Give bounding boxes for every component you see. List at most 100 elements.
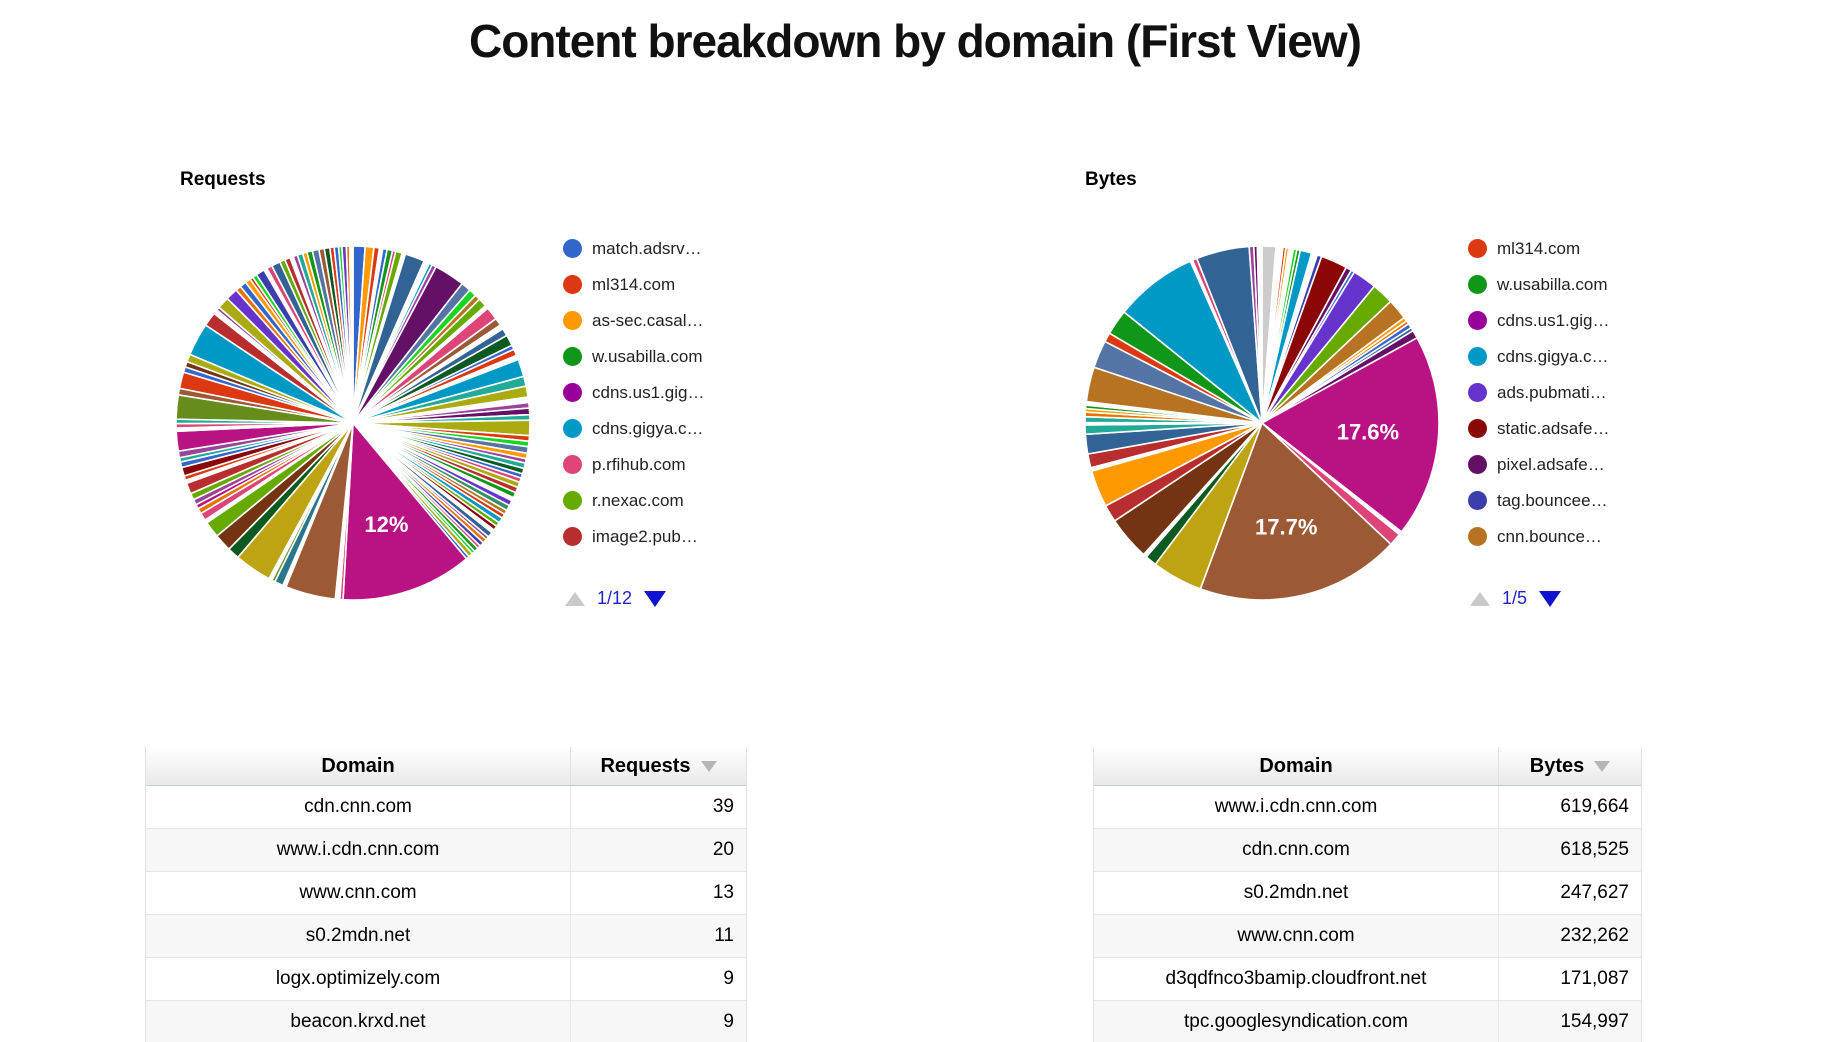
legend-item[interactable]: cdns.us1.gig… xyxy=(1468,309,1678,332)
value-cell: 171,087 xyxy=(1498,958,1641,1000)
domain-cell: cdn.cnn.com xyxy=(1242,839,1350,860)
legend-item[interactable]: cdns.us1.gig… xyxy=(563,381,773,404)
table-header-row: Domain Requests xyxy=(146,747,746,786)
value-cell: 9 xyxy=(570,1001,746,1042)
legend-item[interactable]: ml314.com xyxy=(563,273,773,296)
table-row: cdn.cnn.com 618,525 xyxy=(1094,829,1641,872)
pie-slice-label: 12% xyxy=(364,512,408,537)
legend-item[interactable]: cdns.gigya.c… xyxy=(1468,345,1678,368)
column-header-domain[interactable]: Domain xyxy=(1094,747,1498,785)
legend-item-label: tag.bouncee… xyxy=(1497,490,1608,510)
legend-item[interactable]: w.usabilla.com xyxy=(1468,273,1678,296)
column-header-label: Requests xyxy=(600,754,691,777)
legend-color-dot-icon xyxy=(1468,239,1487,258)
bytes-legend-pager: 1/5 xyxy=(1470,588,1562,609)
legend-color-dot-icon xyxy=(563,383,582,402)
legend-item-label: w.usabilla.com xyxy=(592,346,703,366)
legend-item-label: as-sec.casal… xyxy=(592,310,704,330)
legend-page-up-icon[interactable] xyxy=(1470,591,1490,606)
legend-item-label: static.adsafe… xyxy=(1497,418,1610,438)
domain-cell: s0.2mdn.net xyxy=(1243,882,1349,903)
legend-item-label: ml314.com xyxy=(592,274,676,294)
legend-item[interactable]: image2.pub… xyxy=(563,525,773,548)
value-cell: 20 xyxy=(570,829,746,871)
legend-color-dot-icon xyxy=(1468,275,1487,294)
legend-color-dot-icon xyxy=(1468,311,1487,330)
legend-item[interactable]: as-sec.casal… xyxy=(563,309,773,332)
value-cell: 154,997 xyxy=(1498,1001,1641,1042)
table-row: s0.2mdn.net 11 xyxy=(146,915,746,958)
legend-item[interactable]: ml314.com xyxy=(1468,237,1678,260)
domain-cell: logx.optimizely.com xyxy=(275,968,441,989)
bytes-legend: ml314.com w.usabilla.com cdns.us1.gig… cdns… xyxy=(1468,237,1678,561)
value-cell: 9 xyxy=(570,958,746,1000)
legend-color-dot-icon xyxy=(1468,527,1487,546)
column-header-domain[interactable]: Domain xyxy=(146,747,570,785)
legend-item[interactable]: match.adsrv… xyxy=(563,237,773,260)
legend-item[interactable]: cnn.bounce… xyxy=(1468,525,1678,548)
table-row: www.i.cdn.cnn.com 20 xyxy=(146,829,746,872)
legend-item[interactable]: p.rfihub.com xyxy=(563,453,773,476)
table-header-row: Domain Bytes xyxy=(1094,747,1641,786)
value-cell: 11 xyxy=(570,915,746,957)
legend-page-up-icon[interactable] xyxy=(565,591,585,606)
column-header-requests[interactable]: Requests xyxy=(570,747,746,785)
requests-table: Domain Requests cdn.cnn.com 39 www.i.cdn.cnn… xyxy=(145,747,747,1042)
legend-color-dot-icon xyxy=(563,491,582,510)
requests-chart-label: Requests xyxy=(180,169,266,190)
pie-slice[interactable] xyxy=(1199,421,1393,601)
domain-cell: beacon.krxd.net xyxy=(290,1011,426,1032)
domain-cell: tpc.googlesyndication.com xyxy=(1184,1011,1408,1032)
legend-item-label: cdns.gigya.c… xyxy=(1497,346,1609,366)
pie-slice[interactable] xyxy=(342,420,468,601)
legend-item[interactable]: r.nexac.com xyxy=(563,489,773,512)
pie-slice xyxy=(348,245,354,424)
legend-color-dot-icon xyxy=(563,527,582,546)
legend-item[interactable]: pixel.adsafe… xyxy=(1468,453,1678,476)
table-row: beacon.krxd.net 9 xyxy=(146,1001,746,1042)
legend-color-dot-icon xyxy=(1468,383,1487,402)
legend-page-label: 1/5 xyxy=(1502,588,1528,608)
legend-item-label: match.adsrv… xyxy=(592,238,702,258)
legend-color-dot-icon xyxy=(563,419,582,438)
value-cell: 618,525 xyxy=(1498,829,1641,871)
legend-item-label: cdns.us1.gig… xyxy=(1497,310,1610,330)
legend-item[interactable]: tag.bouncee… xyxy=(1468,489,1678,512)
legend-color-dot-icon xyxy=(563,275,582,294)
table-row: www.cnn.com 13 xyxy=(146,872,746,915)
column-header-label: Domain xyxy=(1259,754,1333,777)
value-cell: 619,664 xyxy=(1498,786,1641,828)
column-header-bytes[interactable]: Bytes xyxy=(1498,747,1641,785)
value-cell: 39 xyxy=(570,786,746,828)
requests-legend-pager: 1/12 xyxy=(565,588,667,609)
sort-desc-icon xyxy=(700,760,717,772)
sort-desc-icon xyxy=(1594,760,1611,772)
legend-item[interactable]: w.usabilla.com xyxy=(563,345,773,368)
table-row: logx.optimizely.com 9 xyxy=(146,958,746,1001)
column-header-label: Domain xyxy=(321,754,395,777)
pie-slice[interactable] xyxy=(1260,336,1440,534)
legend-item[interactable]: ads.pubmati… xyxy=(1468,381,1678,404)
domain-cell: www.i.cdn.cnn.com xyxy=(276,839,440,860)
legend-item-label: cdns.us1.gig… xyxy=(592,382,705,402)
table-row: s0.2mdn.net 247,627 xyxy=(1094,872,1641,915)
page-title: Content breakdown by domain (First View) xyxy=(468,15,1362,67)
legend-color-dot-icon xyxy=(1468,491,1487,510)
legend-color-dot-icon xyxy=(563,455,582,474)
legend-page-down-icon[interactable] xyxy=(644,590,667,607)
legend-item-label: ads.pubmati… xyxy=(1497,382,1607,402)
column-header-label: Bytes xyxy=(1529,754,1585,777)
legend-page-down-icon[interactable] xyxy=(1539,590,1562,607)
table-row: cdn.cnn.com 39 xyxy=(146,786,746,829)
pie-slice-label: 17.7% xyxy=(1255,514,1317,539)
legend-item[interactable]: static.adsafe… xyxy=(1468,417,1678,440)
domain-cell: www.cnn.com xyxy=(299,882,417,903)
legend-page-label: 1/12 xyxy=(597,588,633,608)
legend-item[interactable]: cdns.gigya.c… xyxy=(563,417,773,440)
bytes-pie-chart: 17.6% 17.7% xyxy=(1084,245,1440,601)
table-row: d3qdfnco3bamip.cloudfront.net 171,087 xyxy=(1094,958,1641,1001)
requests-legend: match.adsrv… ml314.com as-sec.casal… w.usab… xyxy=(563,237,773,561)
value-cell: 247,627 xyxy=(1498,872,1641,914)
legend-item-label: r.nexac.com xyxy=(592,490,684,510)
bytes-table: Domain Bytes www.i.cdn.cnn.com 619,664 cdn.c… xyxy=(1093,747,1642,1042)
